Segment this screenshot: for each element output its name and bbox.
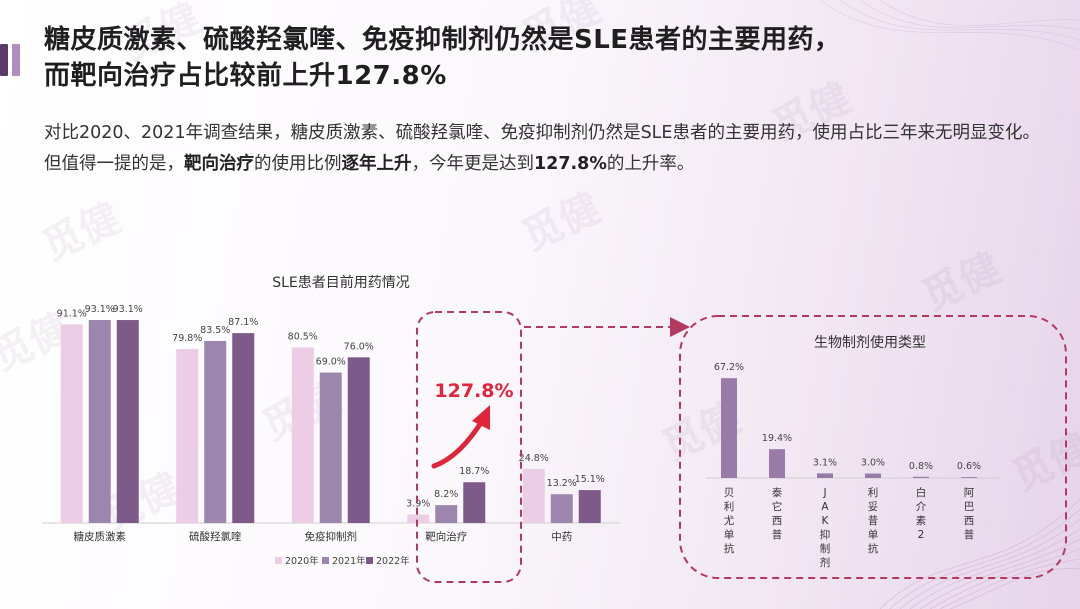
bar <box>291 347 314 523</box>
bar <box>116 320 139 523</box>
legend-label: 2022年 <box>376 555 410 567</box>
bar <box>550 494 573 523</box>
title-accent <box>0 44 20 76</box>
data-label: 87.1% <box>228 317 258 328</box>
x-tick-label: 阿巴西普 <box>964 487 975 541</box>
data-label: 93.1% <box>113 304 143 315</box>
data-label: 13.2% <box>547 478 577 489</box>
description-text: 的上升率。 <box>606 154 695 174</box>
bar <box>913 476 929 478</box>
bar <box>961 477 977 478</box>
bar <box>347 357 370 523</box>
x-tick-label: 贝利尤单抗 <box>724 487 735 555</box>
chart-title: 生物制剂使用类型 <box>814 334 926 351</box>
data-label: 80.5% <box>288 332 318 343</box>
data-label: 83.5% <box>200 325 230 336</box>
data-label: 3.9% <box>406 498 430 509</box>
bar <box>435 505 458 523</box>
bar <box>865 473 881 478</box>
bar <box>578 490 601 523</box>
data-label: 3.1% <box>813 457 837 468</box>
data-label: 0.8% <box>909 461 933 472</box>
page-title: 糖皮质激素、硫酸羟氯喹、免疫抑制剂仍然是SLE患者的主要用药， 而靶向治疗占比较… <box>44 22 1044 94</box>
bar <box>769 449 785 478</box>
data-label: 79.8% <box>172 333 202 344</box>
bar <box>407 514 430 523</box>
description-paragraph: 对比2020、2021年调查结果，糖皮质激素、硫酸羟氯喹、免疫抑制剂仍然是SLE… <box>44 118 1044 180</box>
x-tick-label: 利妥昔单抗 <box>868 487 879 555</box>
bar <box>522 468 545 523</box>
x-tick-label: 靶向治疗 <box>425 530 467 543</box>
x-tick-label: 免疫抑制剂 <box>305 530 358 543</box>
description-text: 的使用比例 <box>254 154 342 174</box>
x-tick-label: 糖皮质激素 <box>74 530 127 543</box>
x-tick-label: 中药 <box>551 530 572 543</box>
legend-label: 2021年 <box>332 555 366 567</box>
bar <box>88 320 111 523</box>
x-tick-label: 泰它西普 <box>772 486 783 541</box>
data-label: 15.1% <box>575 474 605 485</box>
data-label: 8.2% <box>434 489 458 500</box>
bar <box>463 482 486 523</box>
title-line-1: 糖皮质激素、硫酸羟氯喹、免疫抑制剂仍然是SLE患者的主要用药， <box>44 25 841 55</box>
data-label: 18.7% <box>459 466 489 477</box>
legend-swatch <box>366 557 373 564</box>
bar <box>60 324 83 523</box>
legend-label: 2020年 <box>285 555 319 567</box>
description-text: ，今年更是达到 <box>411 154 535 174</box>
chart-annotations: 127.8% <box>416 311 1067 583</box>
description-text: 对比2020、2021年调查结果，糖皮质激素、硫酸羟氯喹、免疫抑制剂仍然是SLE… <box>44 123 1040 174</box>
data-label: 93.1% <box>85 304 115 315</box>
growth-rate-label: 127.8% <box>434 380 513 402</box>
data-label: 76.0% <box>344 341 374 352</box>
x-tick-label: 硫酸羟氯喹 <box>189 530 242 543</box>
bar <box>721 378 737 478</box>
x-tick-label: 白介素 2 <box>916 486 927 541</box>
chart-title: SLE患者目前用药情况 <box>272 274 410 291</box>
bar <box>319 372 342 523</box>
description-emphasis: 逐年上升 <box>341 154 412 174</box>
bar <box>176 349 199 523</box>
x-tick-label: J A K 抑制剂 <box>820 487 831 569</box>
data-label: 3.0% <box>861 458 885 469</box>
legend-swatch <box>322 557 329 564</box>
data-label: 24.8% <box>519 453 549 464</box>
title-line-2: 而靶向治疗占比较前上升127.8% <box>44 61 447 91</box>
description-emphasis: 127.8% <box>534 154 607 174</box>
accent-bar <box>0 44 8 76</box>
bar <box>204 340 227 523</box>
data-label: 19.4% <box>762 433 792 444</box>
data-label: 0.6% <box>957 461 981 472</box>
medication-chart: SLE患者目前用药情况91.1%93.1%93.1%糖皮质激素79.8%83.5… <box>42 274 620 567</box>
growth-arrowhead-icon <box>472 405 490 430</box>
bar <box>817 473 833 478</box>
growth-arrow-icon <box>431 415 487 469</box>
biologics-chart: 生物制剂使用类型 67.2% 贝利尤单抗 19.4% 泰它西普 3.1% J A K 抑制剂 3.0… <box>706 334 1000 569</box>
description-emphasis: 靶向治疗 <box>184 154 254 174</box>
data-label: 67.2% <box>714 362 744 373</box>
bar <box>232 333 255 523</box>
legend-swatch <box>275 557 282 564</box>
data-label: 69.0% <box>316 357 346 368</box>
data-label: 91.1% <box>57 308 87 319</box>
highlight-box-biologics <box>679 315 1067 579</box>
accent-bar <box>12 44 20 76</box>
